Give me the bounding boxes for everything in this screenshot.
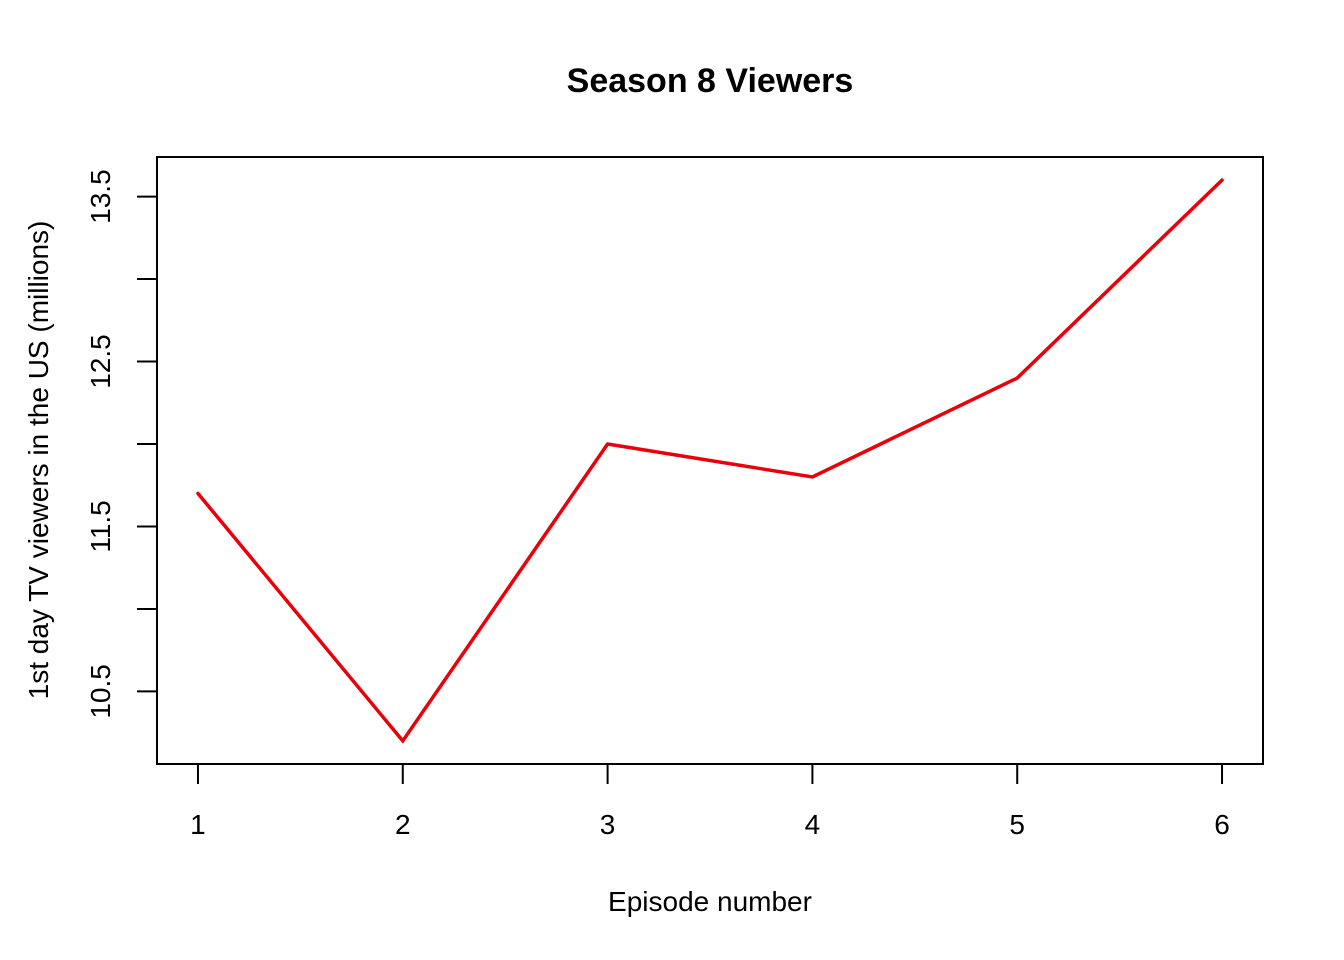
x-tick-label: 6 <box>1214 809 1230 840</box>
y-tick-label: 10.5 <box>85 664 116 719</box>
x-axis: 1 2 3 4 5 6 <box>190 764 1230 840</box>
x-tick-label: 4 <box>805 809 821 840</box>
series-layer <box>196 178 1224 744</box>
y-axis: 10.5 11.5 12.5 13.5 <box>85 169 157 719</box>
x-tick-label: 1 <box>190 809 206 840</box>
series-line <box>196 178 1224 744</box>
x-tick-label: 3 <box>600 809 616 840</box>
x-tick-label: 2 <box>395 809 411 840</box>
chart-title: Season 8 Viewers <box>567 62 854 100</box>
y-tick-label: 13.5 <box>85 169 116 224</box>
y-tick-label: 12.5 <box>85 334 116 389</box>
x-axis-label: Episode number <box>608 886 812 917</box>
y-tick-label: 11.5 <box>85 500 116 552</box>
plot-frame <box>156 156 1264 765</box>
y-axis-label: 1st day TV viewers in the US (millions) <box>23 221 54 700</box>
x-tick-label: 5 <box>1009 809 1025 840</box>
